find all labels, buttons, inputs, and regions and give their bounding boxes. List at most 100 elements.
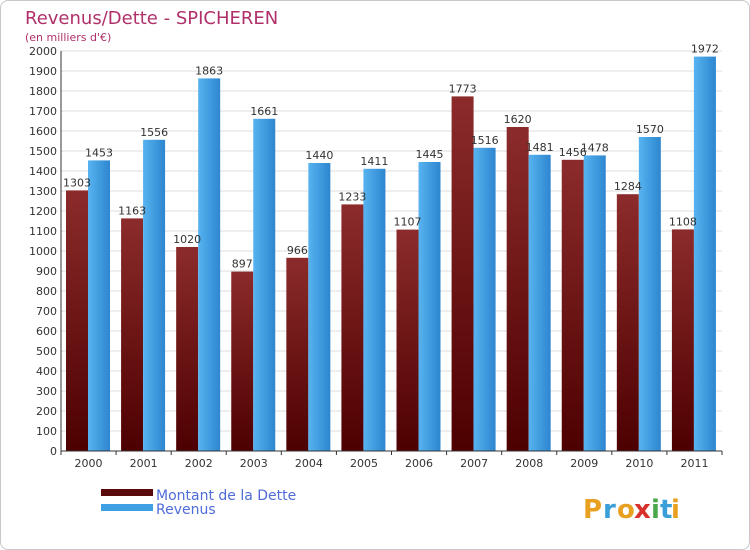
bar-revenus [198,78,221,452]
y-tick-label: 100 [36,425,57,438]
data-label-dette: 966 [287,244,308,257]
y-tick-label: 1600 [29,125,57,138]
bar-revenus [638,137,661,451]
y-tick-label: 2000 [29,45,57,58]
data-label-dette: 1773 [449,82,477,95]
legend-swatch-dette [101,489,153,496]
logo-letter: i [651,495,660,525]
legend-label-dette: Montant de la Dette [156,488,296,504]
y-tick-label: 1800 [29,85,57,98]
bar-revenus [363,168,386,452]
y-tick-label: 1200 [29,205,57,218]
chart-subtitle: (en milliers d'€) [25,31,111,44]
bar-dette [671,229,694,451]
bar-dette [231,271,254,451]
y-tick-label: 1500 [29,145,57,158]
y-tick-label: 800 [36,285,57,298]
logo-letter: o [617,495,635,525]
data-label-dette: 1233 [338,190,366,203]
data-label-revenus: 1411 [360,155,388,168]
x-tick-label: 2010 [625,457,653,470]
logo-letter: x [634,495,651,525]
data-label-dette: 1163 [118,204,146,217]
x-tick-label: 2006 [405,457,433,470]
bar-dette [121,218,144,451]
data-label-revenus: 1478 [581,141,609,154]
y-tick-label: 600 [36,325,57,338]
data-label-dette: 1108 [669,215,697,228]
x-tick-label: 2008 [515,457,543,470]
data-label-dette: 1284 [614,180,642,193]
data-label-revenus: 1863 [195,64,223,77]
data-label-revenus: 1453 [85,146,113,159]
logo-letter: r [603,495,616,525]
x-tick-label: 2011 [680,457,708,470]
data-label-dette: 1020 [173,233,201,246]
y-tick-label: 300 [36,385,57,398]
y-tick-label: 500 [36,345,57,358]
y-tick-label: 1300 [29,185,57,198]
legend-swatch-revenus [101,504,153,511]
logo-letter: i [671,495,680,525]
bar-revenus [88,160,110,451]
bar-revenus [583,155,606,451]
data-label-dette: 897 [232,258,253,271]
bar-dette [176,247,199,451]
y-tick-label: 1400 [29,165,57,178]
data-label-revenus: 1570 [636,123,664,136]
bar-revenus [418,162,441,451]
bars-layer [66,56,716,452]
axis-layer: 0 100 200 300 400 500 600 700 800 900 1000 1100 1200… [29,45,723,470]
data-label-dette: 1107 [394,216,422,229]
y-tick-label: 700 [36,305,57,318]
bar-dette [506,127,529,451]
data-label-revenus: 1556 [140,126,168,139]
y-tick-label: 1900 [29,65,57,78]
y-tick-label: 1100 [29,225,57,238]
x-tick-label: 2000 [75,457,103,470]
bar-dette [616,194,639,451]
bar-dette [396,229,419,451]
grid-layer [61,50,722,452]
y-tick-label: 900 [36,265,57,278]
bar-revenus [528,154,551,452]
x-tick-label: 2009 [570,457,598,470]
bar-revenus [473,147,496,452]
y-tick-label: 1000 [29,245,57,258]
data-label-dette: 1620 [504,113,532,126]
x-tick-label: 2002 [185,457,213,470]
bar-dette [451,96,474,452]
data-label-dette: 1303 [63,176,91,189]
x-tick-label: 2007 [460,457,488,470]
labels-layer: 1303 1453 1163 1556 1020 1863 897 1661 966 1440 12… [63,43,719,271]
data-label-revenus: 1972 [691,43,719,56]
bar-dette [341,204,364,451]
logo-letter: P [583,495,602,525]
data-label-revenus: 1481 [526,141,554,154]
data-label-revenus: 1516 [471,134,499,147]
legend: Montant de la Dette Revenus [101,488,296,518]
bar-dette [286,257,309,451]
data-label-revenus: 1445 [416,148,444,161]
logo-letter: t [660,495,672,525]
data-label-dette: 1456 [559,146,587,159]
bar-revenus [143,139,166,452]
bar-dette [66,190,88,451]
chart-title: Revenus/Dette - SPICHEREN [25,8,278,29]
data-label-revenus: 1440 [305,149,333,162]
data-label-revenus: 1661 [250,105,278,118]
y-tick-label: 1700 [29,105,57,118]
y-tick-label: 200 [36,405,57,418]
bar-revenus [693,56,716,451]
y-tick-label: 400 [36,365,57,378]
x-tick-label: 2005 [350,457,378,470]
x-tick-label: 2003 [240,457,268,470]
x-tick-label: 2004 [295,457,323,470]
legend-label-revenus: Revenus [156,502,216,518]
bar-revenus [308,163,331,451]
bar-dette [561,159,584,452]
x-tick-label: 2001 [130,457,158,470]
